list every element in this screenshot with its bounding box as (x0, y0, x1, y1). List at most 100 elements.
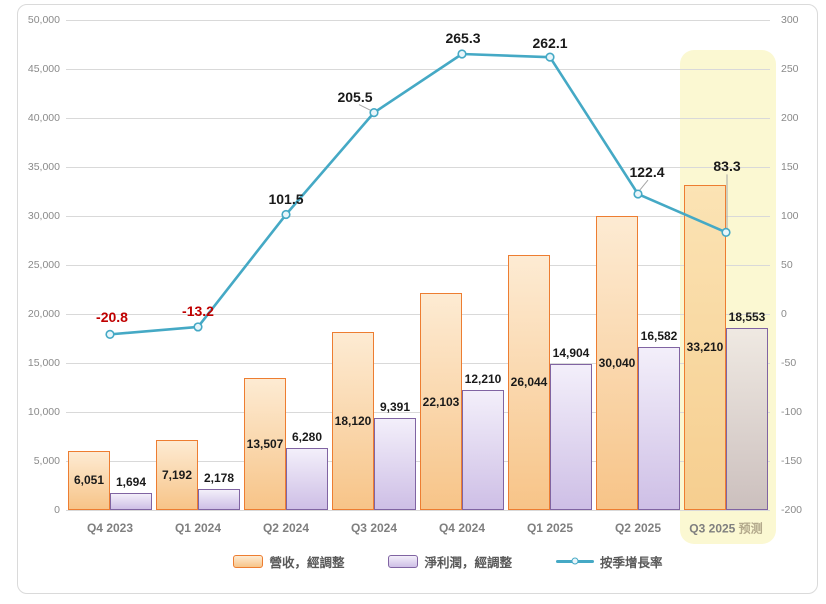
y-axis-left-tick-label: 10,000 (27, 406, 60, 418)
growth-value-label: 205.5 (337, 88, 373, 105)
net-profit-value-label: 9,391 (379, 399, 411, 414)
net-profit-bar[interactable] (286, 448, 328, 510)
y-axis-left-tick-label: 0 (54, 504, 60, 516)
revenue-bar[interactable] (244, 377, 286, 510)
legend-item-net-profit[interactable]: 淨利潤，經調整 (388, 552, 512, 571)
revenue-value-label: 33,210 (686, 340, 724, 355)
category-label: Q1 2025 (526, 521, 574, 535)
category-label: Q2 2025 (614, 521, 662, 535)
growth-marker[interactable] (193, 322, 203, 332)
net-profit-value-label: 16,582 (640, 329, 678, 344)
net-profit-swatch-icon (388, 554, 419, 568)
gridline (66, 68, 770, 70)
growth-value-label: 265.3 (445, 30, 481, 46)
legend-label-revenue: 營收，經調整 (269, 555, 345, 570)
gridline (66, 509, 770, 511)
net-profit-bar[interactable] (638, 347, 680, 510)
revenue-value-label: 18,120 (334, 414, 372, 429)
growth-line-swatch-icon (556, 556, 594, 567)
revenue-value-label: 30,040 (598, 355, 636, 370)
net-profit-bar[interactable] (198, 488, 240, 510)
revenue-bar[interactable] (596, 215, 638, 510)
chart-border (17, 4, 818, 594)
net-profit-bar[interactable] (726, 328, 768, 510)
y-axis-right-tick-label: 200 (781, 112, 799, 124)
growth-marker[interactable] (457, 49, 467, 59)
revenue-value-label: 7,192 (161, 467, 193, 482)
category-label: Q4 2023 (86, 521, 134, 535)
revenue-value-label: 6,051 (73, 473, 105, 488)
growth-value-label: 262.1 (532, 35, 568, 52)
growth-line[interactable] (109, 52, 727, 336)
label-leader-line (638, 179, 649, 192)
net-profit-value-label: 2,178 (203, 470, 235, 485)
y-axis-right-tick-label: 50 (781, 259, 793, 271)
legend-item-growth-rate[interactable]: 按季增長率 (556, 552, 663, 571)
y-axis-right-tick-label: 100 (781, 210, 799, 222)
gridline (66, 460, 770, 462)
y-axis-right-tick-label: -200 (781, 504, 803, 516)
growth-marker[interactable] (545, 52, 555, 62)
legend-item-revenue[interactable]: 營收，經調整 (233, 552, 344, 571)
growth-value-label: 122.4 (629, 164, 665, 181)
y-axis-right-tick-label: -100 (781, 406, 803, 418)
y-axis-left-tick-label: 25,000 (27, 259, 60, 271)
growth-marker[interactable] (369, 108, 379, 118)
net-profit-value-label: 12,210 (464, 372, 502, 387)
legend: 營收，經調整 淨利潤，經調整 按季增長率 (96, 548, 800, 574)
gridline (66, 215, 770, 217)
forecast-suffix: 预测 (738, 521, 763, 536)
growth-marker[interactable] (633, 189, 643, 199)
growth-marker[interactable] (105, 329, 115, 339)
revenue-swatch-icon (233, 554, 264, 568)
revenue-value-label: 26,044 (510, 375, 548, 390)
revenue-bar[interactable] (332, 332, 374, 510)
y-axis-left-tick-label: 5,000 (33, 455, 60, 467)
revenue-value-label: 22,103 (422, 394, 460, 409)
gridline (66, 362, 770, 364)
legend-label-net-profit: 淨利潤，經調整 (424, 555, 512, 570)
label-leader-line (358, 104, 372, 112)
y-axis-left-tick-label: 20,000 (27, 308, 60, 320)
revenue-value-label: 13,507 (246, 436, 284, 451)
revenue-bar[interactable] (420, 293, 462, 510)
growth-value-label: -20.8 (96, 309, 128, 326)
legend-label-growth-rate: 按季增長率 (600, 555, 663, 570)
revenue-bar[interactable] (156, 439, 198, 510)
y-axis-right-tick-label: 250 (781, 63, 799, 75)
y-axis-left-tick-label: 30,000 (27, 210, 60, 222)
growth-value-label: -13.2 (182, 302, 214, 319)
gridline (66, 264, 770, 266)
category-label: Q3 2025 预测 (689, 521, 763, 536)
gridline (66, 411, 770, 413)
y-axis-left-tick-label: 50,000 (27, 14, 60, 26)
category-label: Q1 2024 (174, 521, 222, 535)
net-profit-value-label: 18,553 (728, 310, 766, 325)
category-label: Q3 2024 (350, 521, 398, 535)
revenue-bar[interactable] (68, 450, 110, 510)
y-axis-left-tick-label: 15,000 (27, 357, 60, 369)
net-profit-bar[interactable] (374, 417, 416, 510)
growth-marker[interactable] (281, 209, 291, 220)
net-profit-bar[interactable] (550, 363, 592, 510)
gridline (66, 117, 770, 119)
net-profit-bar[interactable] (462, 390, 504, 510)
growth-value-label: 83.3 (713, 158, 741, 175)
category-label: Q2 2024 (262, 521, 310, 535)
y-axis-right-tick-label: 300 (781, 14, 799, 26)
net-profit-bar[interactable] (110, 493, 152, 510)
net-profit-value-label: 6,280 (291, 430, 323, 445)
y-axis-right-tick-label: -150 (781, 455, 803, 467)
y-axis-left-tick-label: 35,000 (27, 161, 60, 173)
revenue-bar[interactable] (508, 254, 550, 510)
growth-marker[interactable] (721, 227, 731, 237)
y-axis-left-tick-label: 40,000 (27, 112, 60, 124)
y-axis-right-tick-label: -50 (781, 357, 797, 369)
net-profit-value-label: 1,694 (115, 475, 147, 490)
net-profit-value-label: 14,904 (552, 345, 590, 360)
revenue-bar[interactable] (684, 184, 726, 510)
y-axis-right-tick-label: 0 (781, 308, 787, 320)
y-axis-right-tick-label: 150 (781, 161, 799, 173)
